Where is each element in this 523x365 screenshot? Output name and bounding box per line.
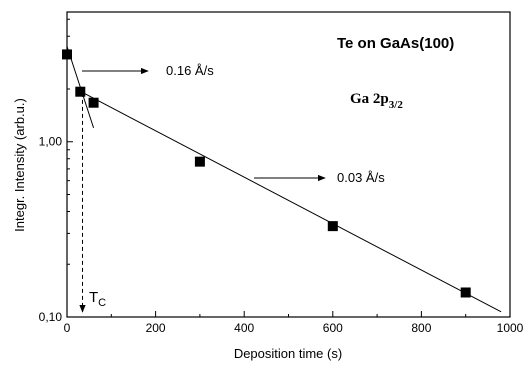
chart-subtitle: Ga 2p3/2 bbox=[350, 91, 403, 111]
x-tick-label: 400 bbox=[234, 321, 254, 335]
x-axis-ticks: 0 200 400 600 800 1000 bbox=[64, 311, 523, 335]
data-point bbox=[75, 86, 86, 97]
fast-rate-label: 0.16 Å/s bbox=[166, 63, 214, 78]
fit-line bbox=[75, 88, 502, 313]
y-tick-label: 0,10 bbox=[39, 310, 63, 324]
y-axis-title: Integr. Intensity (arb.u.) bbox=[12, 98, 27, 232]
tc-label: TC bbox=[89, 289, 106, 309]
x-tick-label: 1000 bbox=[497, 321, 523, 335]
data-point bbox=[62, 49, 72, 60]
x-axis-title: Deposition time (s) bbox=[234, 346, 342, 361]
x-tick-label: 200 bbox=[146, 321, 166, 335]
tc-label-subscript: C bbox=[98, 297, 106, 309]
data-point bbox=[88, 97, 99, 108]
y-axis-ticks: 0,10 1,00 bbox=[39, 18, 73, 324]
plot-frame bbox=[66, 11, 511, 318]
y-tick-label: 1,00 bbox=[39, 135, 63, 149]
tc-label-main: T bbox=[89, 289, 98, 306]
chart-title: Te on GaAs(100) bbox=[337, 35, 454, 52]
data-point bbox=[327, 221, 338, 232]
x-tick-label: 0 bbox=[64, 321, 71, 335]
slow-rate-label: 0.03 Å/s bbox=[337, 170, 385, 185]
data-point bbox=[194, 156, 205, 167]
x-tick-label: 600 bbox=[323, 321, 343, 335]
chart-subtitle-subscript: 3/2 bbox=[389, 99, 404, 111]
fit-lines bbox=[66, 46, 502, 313]
x-tick-label: 800 bbox=[411, 321, 431, 335]
data-points bbox=[62, 49, 471, 298]
chart-subtitle-main: Ga 2p bbox=[350, 91, 389, 107]
data-point bbox=[460, 287, 471, 298]
